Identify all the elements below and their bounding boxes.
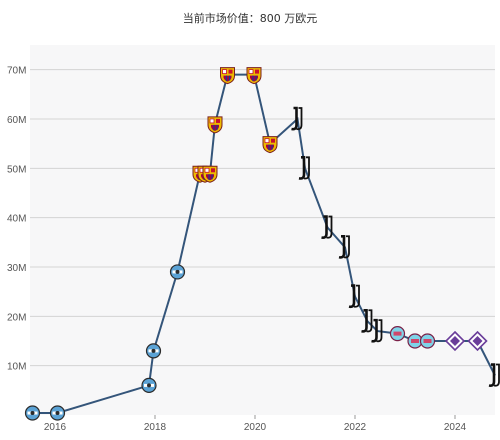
barcelona-crest-icon [202, 165, 218, 183]
x-tick-label: 2016 [44, 422, 67, 433]
x-tick-label: 2018 [144, 422, 167, 433]
aston-villa-crest-icon [389, 326, 406, 342]
chart-title: 当前市场价值：800 万欧元 [182, 12, 318, 25]
juventus-crest-icon [321, 215, 333, 239]
x-tick-label: 2024 [444, 422, 467, 433]
gremio-crest-icon [145, 343, 162, 359]
juventus-crest-icon [298, 156, 310, 180]
fiorentina-crest-icon [444, 330, 466, 352]
barcelona-crest-icon [220, 67, 235, 85]
y-axis-ticks: 10M 20M 30M 40M 50M 60M 70M [7, 66, 26, 373]
barcelona-crest-icon [207, 116, 223, 134]
x-tick-label: 2020 [244, 422, 267, 433]
y-tick-label: 10M [7, 362, 26, 373]
juventus-crest-icon [371, 318, 383, 343]
plot-background [30, 45, 495, 415]
juventus-crest-icon [338, 234, 350, 259]
gremio-crest-icon [24, 405, 41, 421]
x-tick-label: 2022 [344, 422, 367, 433]
y-tick-label: 70M [7, 66, 26, 77]
juventus-crest-icon [348, 284, 360, 309]
y-tick-label: 40M [7, 214, 26, 225]
gremio-crest-icon [49, 405, 66, 421]
x-axis-ticks: 2016 2018 2020 2022 2024 [44, 415, 467, 433]
aston-villa-crest-icon [407, 333, 423, 349]
barcelona-crest-icon [246, 67, 262, 85]
gremio-crest-icon [169, 264, 186, 280]
aston-villa-crest-icon [419, 333, 436, 349]
y-tick-label: 20M [7, 312, 26, 323]
y-tick-label: 60M [7, 115, 26, 126]
fiorentina-crest-icon [467, 330, 488, 352]
y-tick-label: 50M [7, 164, 26, 175]
juventus-crest-icon [488, 363, 500, 387]
juventus-crest-icon [361, 308, 373, 333]
club-markers [24, 67, 500, 421]
grid-lines [30, 69, 495, 367]
y-tick-label: 30M [7, 263, 26, 274]
gremio-crest-icon [141, 377, 157, 393]
juventus-crest-icon [291, 106, 303, 131]
barcelona-crest-icon [262, 136, 278, 154]
